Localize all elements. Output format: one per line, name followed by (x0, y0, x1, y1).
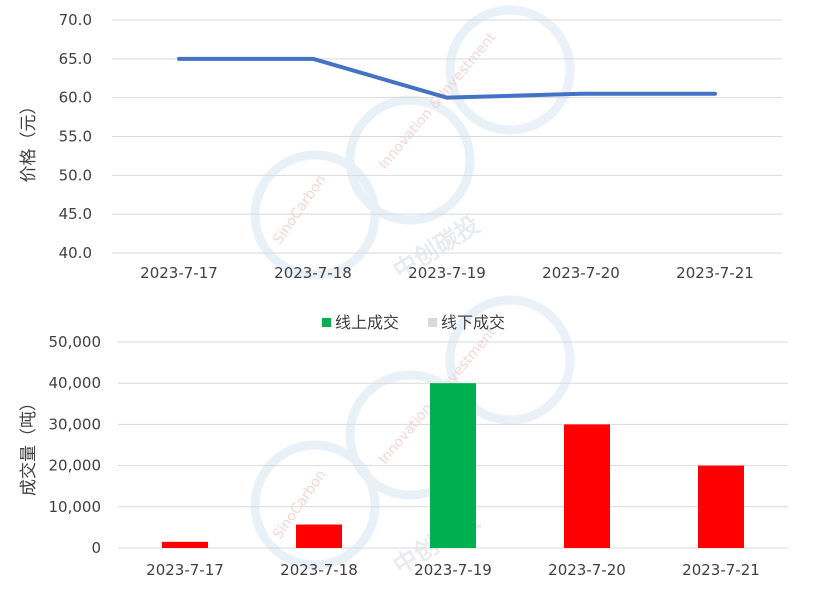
volume-y-axis-label: 成交量（吨） (19, 394, 39, 496)
price-x-ticks: 2023-7-17 2023-7-18 2023-7-19 2023-7-20 2023… (140, 264, 754, 282)
price-gridlines (112, 19, 782, 254)
y-tick-label: 40,000 (49, 374, 102, 392)
volume-bar (564, 424, 610, 548)
x-tick-label: 2023-7-19 (408, 264, 486, 282)
x-tick-label: 2023-7-21 (676, 264, 754, 282)
x-tick-label: 2023-7-21 (682, 561, 760, 579)
volume-bar (162, 541, 208, 548)
x-tick-label: 2023-7-18 (280, 561, 358, 579)
watermark-top: SinoCarbon Innovation & Investment 中创碳投 (250, 5, 575, 285)
y-tick-label: 65.0 (59, 50, 92, 68)
legend-swatch (428, 318, 437, 327)
x-tick-label: 2023-7-20 (542, 264, 620, 282)
y-tick-label: 70.0 (59, 11, 92, 29)
legend-label: 线下成交 (441, 313, 505, 332)
x-tick-label: 2023-7-17 (140, 264, 218, 282)
volume-legend: 线上成交 线下成交 (322, 313, 505, 332)
x-tick-label: 2023-7-19 (414, 561, 492, 579)
price-line-chart: 40.045.050.055.060.065.070.0 2023-7-17 20… (19, 11, 782, 282)
volume-bar (430, 383, 476, 548)
x-tick-label: 2023-7-20 (548, 561, 626, 579)
legend-label: 线上成交 (335, 313, 399, 332)
volume-bar (296, 524, 342, 548)
x-tick-label: 2023-7-18 (274, 264, 352, 282)
volume-x-ticks: 2023-7-17 2023-7-18 2023-7-19 2023-7-20 2023… (146, 561, 760, 579)
y-tick-label: 60.0 (59, 89, 92, 107)
x-tick-label: 2023-7-17 (146, 561, 224, 579)
watermark-en: SinoCarbon (270, 172, 329, 247)
y-tick-label: 20,000 (49, 457, 102, 475)
y-tick-label: 40.0 (59, 244, 92, 262)
y-tick-label: 55.0 (59, 128, 92, 146)
y-tick-label: 45.0 (59, 205, 92, 223)
y-tick-label: 10,000 (49, 498, 102, 516)
y-tick-label: 50,000 (49, 333, 102, 351)
y-tick-label: 0 (91, 539, 101, 557)
price-series (177, 56, 717, 100)
volume-bar (698, 465, 744, 548)
price-y-ticks: 40.0 45.0 50.0 55.0 60.0 65.0 70.0 (59, 11, 92, 262)
y-tick-label: 50.0 (59, 166, 92, 184)
y-tick-label: 30,000 (49, 415, 102, 433)
legend-swatch (322, 318, 331, 327)
volume-bar-chart: 线上成交 线下成交 0 10,000 20,000 30,000 40,000 50,000… (19, 313, 788, 579)
volume-bars (162, 383, 744, 548)
price-y-axis-label: 价格（元） (19, 98, 39, 183)
volume-y-ticks: 0 10,000 20,000 30,000 40,000 50,000 (49, 333, 102, 557)
